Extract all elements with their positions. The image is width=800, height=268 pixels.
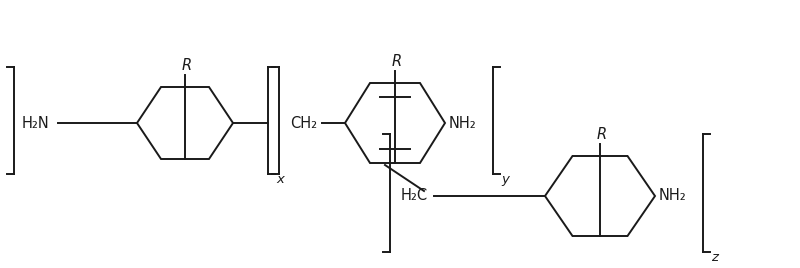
Text: CH₂: CH₂ [290,116,317,131]
Text: NH₂: NH₂ [659,188,686,203]
Text: y: y [501,173,509,186]
Text: x: x [276,173,284,186]
Text: R: R [597,127,607,142]
Text: NH₂: NH₂ [449,116,477,131]
Text: R: R [392,54,402,69]
Text: H₂N: H₂N [22,116,50,131]
Text: R: R [182,58,192,73]
Text: z: z [711,251,718,264]
Text: H₂C: H₂C [401,188,428,203]
